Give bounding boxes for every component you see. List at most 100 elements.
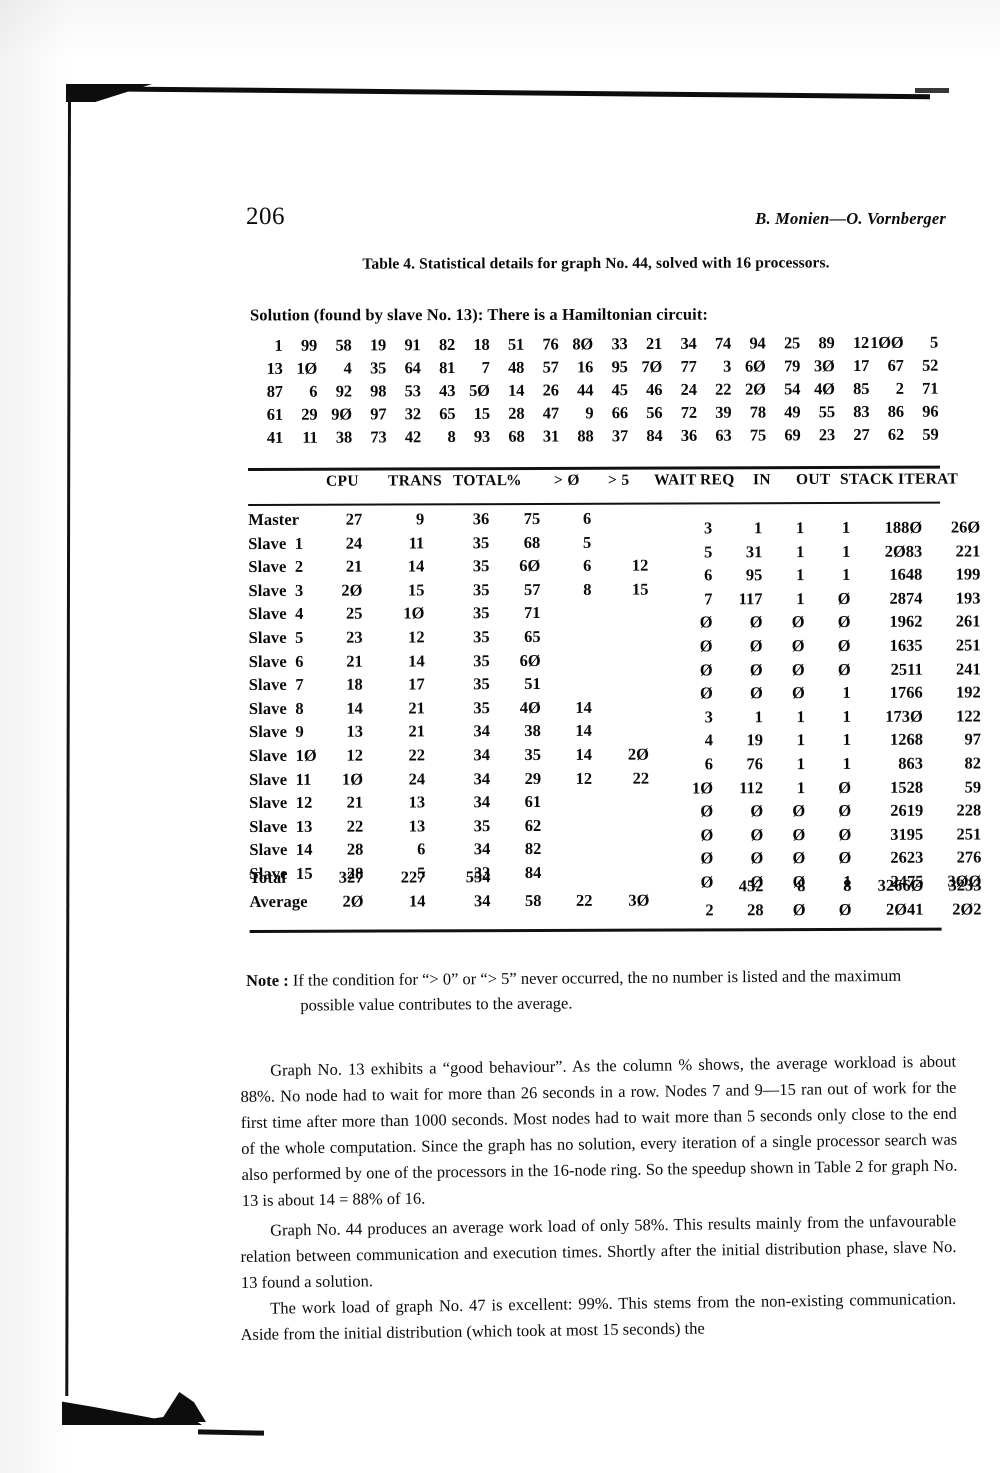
cell-trans: 11 bbox=[408, 532, 425, 553]
circuit-node: 43 bbox=[439, 380, 456, 401]
circuit-node: 1ØØ bbox=[870, 332, 904, 352]
cell-out: Ø bbox=[838, 848, 852, 868]
circuit-node: 83 bbox=[853, 401, 870, 422]
table-caption: Table 4. Statistical details for graph N… bbox=[362, 254, 830, 273]
cell-trans: 22 bbox=[408, 745, 426, 765]
cell-trans: 14 bbox=[408, 650, 425, 671]
cell-total: 35 bbox=[473, 650, 490, 670]
cell-cpu: 22 bbox=[346, 816, 364, 836]
circuit-node: 29 bbox=[301, 404, 318, 424]
table-row: 7 117 1 Ø 2874 193 bbox=[678, 588, 980, 613]
circuit-node: 77 bbox=[680, 356, 697, 376]
table-row: Slave 9 13 21 34 38 14 bbox=[249, 721, 679, 746]
cell-stack: 863 bbox=[898, 753, 924, 773]
cell-gt0: 5 bbox=[582, 532, 592, 552]
cell-gt5: 12 bbox=[631, 555, 649, 575]
circuit-node: 69 bbox=[784, 425, 801, 445]
table-row: 5 31 1 1 2Ø83 221 bbox=[678, 541, 980, 566]
column-header-stack: STACK bbox=[840, 470, 894, 488]
circuit-node: 2 bbox=[895, 378, 904, 398]
row-label-index: 7 bbox=[286, 674, 304, 695]
cell-trans: 17 bbox=[408, 674, 425, 694]
cell-cpu: 327 bbox=[338, 867, 364, 887]
cell-trans: 21 bbox=[408, 721, 425, 741]
cell-in: Ø bbox=[791, 683, 805, 703]
cell-gt0: 22 bbox=[575, 890, 593, 910]
circuit-node: 14 bbox=[508, 380, 525, 400]
circuit-node: 86 bbox=[887, 401, 904, 421]
circuit-node: 5Ø bbox=[469, 380, 490, 400]
cell-iterat: 276 bbox=[956, 847, 982, 867]
cell-pct: 38 bbox=[524, 721, 541, 741]
cell-out: Ø bbox=[838, 824, 852, 844]
circuit-node: 88 bbox=[577, 426, 594, 446]
cell-in: 1 bbox=[795, 518, 805, 538]
circuit-node: 53 bbox=[404, 381, 421, 401]
cell-req: Ø bbox=[749, 636, 763, 656]
cell-in: 1 bbox=[796, 706, 805, 726]
cell-out: Ø bbox=[837, 635, 851, 655]
cell-cpu: 21 bbox=[346, 792, 364, 812]
row-label: Slave 8 bbox=[249, 699, 307, 719]
circuit-node: 4 bbox=[343, 358, 352, 378]
cell-req: 95 bbox=[745, 565, 763, 585]
cell-trans: 6 bbox=[417, 839, 426, 859]
cell-stack: 2Ø83 bbox=[884, 541, 923, 561]
column-header-trans: TRANS bbox=[388, 472, 443, 490]
cell-total: 35 bbox=[473, 815, 491, 835]
cell-iterat: 228 bbox=[956, 800, 982, 820]
table-summary-right-columns: 452 8 8 3266Ø 3233 2 28 Ø Ø 2Ø41 2Ø2 bbox=[679, 875, 981, 924]
circuit-node: 81 bbox=[439, 357, 456, 378]
circuit-node: 55 bbox=[818, 402, 835, 422]
circuit-node: 54 bbox=[784, 379, 801, 399]
paragraph-text: Graph No. 13 exhibits a “good behaviour”… bbox=[240, 1051, 958, 1210]
cell-out: 1 bbox=[842, 683, 851, 703]
cell-pct: 29 bbox=[524, 768, 542, 788]
circuit-node: 48 bbox=[507, 357, 525, 377]
cell-iterat: 261 bbox=[955, 611, 981, 631]
cell-total: 35 bbox=[472, 603, 490, 623]
cell-wait: 1Ø bbox=[691, 777, 714, 797]
circuit-node: 58 bbox=[335, 335, 352, 355]
cell-gt0: 14 bbox=[575, 697, 592, 717]
cell-trans: 13 bbox=[408, 792, 426, 812]
circuit-node: 7 bbox=[481, 357, 490, 377]
cell-trans: 13 bbox=[408, 816, 426, 836]
row-label: Slave 13 bbox=[249, 816, 313, 836]
circuit-node: 59 bbox=[922, 424, 939, 444]
circuit-node: 25 bbox=[783, 333, 801, 353]
cell-trans: 14 bbox=[407, 556, 425, 576]
column-header-total: TOTAL bbox=[453, 472, 508, 490]
cell-total: 35 bbox=[472, 532, 490, 552]
table-row: Slave 2 21 14 35 6Ø 6 12 bbox=[248, 556, 678, 581]
column-header-in: IN bbox=[753, 471, 771, 489]
cell-out: 1 bbox=[842, 730, 851, 750]
circuit-node: 7Ø bbox=[641, 356, 663, 377]
row-label: Slave 1 bbox=[248, 533, 306, 553]
cell-in: Ø bbox=[791, 636, 805, 656]
cell-gt0: 8 bbox=[583, 579, 592, 599]
cell-wait: Ø bbox=[699, 659, 713, 679]
row-label-index: 11 bbox=[287, 769, 312, 789]
cell-iterat: 59 bbox=[964, 776, 982, 797]
circuit-node: 46 bbox=[646, 379, 663, 400]
cell-total: 34 bbox=[473, 721, 490, 741]
table-note-body: Note : If the condition for “> 0” or “> … bbox=[246, 962, 952, 1018]
cell-total: 35 bbox=[472, 579, 490, 599]
cell-iterat: 221 bbox=[955, 541, 981, 561]
cell-pct: 6Ø bbox=[519, 650, 541, 670]
circuit-node: 51 bbox=[507, 334, 525, 354]
cell-in: 1 bbox=[796, 588, 805, 608]
cell-pct: 61 bbox=[524, 792, 542, 812]
cell-out: Ø bbox=[838, 777, 852, 797]
cell-req: 19 bbox=[746, 730, 763, 750]
cell-wait: 4 bbox=[704, 730, 713, 750]
cell-iterat: 251 bbox=[956, 824, 982, 844]
circuit-node: 97 bbox=[370, 404, 387, 424]
cell-stack: 2623 bbox=[890, 847, 924, 868]
table-row: Slave 5 23 12 35 65 bbox=[249, 626, 679, 651]
circuit-node: 6 bbox=[309, 381, 318, 401]
cell-in: Ø bbox=[792, 801, 806, 821]
cell-pct: 57 bbox=[523, 579, 541, 599]
circuit-node: 16 bbox=[576, 357, 594, 377]
